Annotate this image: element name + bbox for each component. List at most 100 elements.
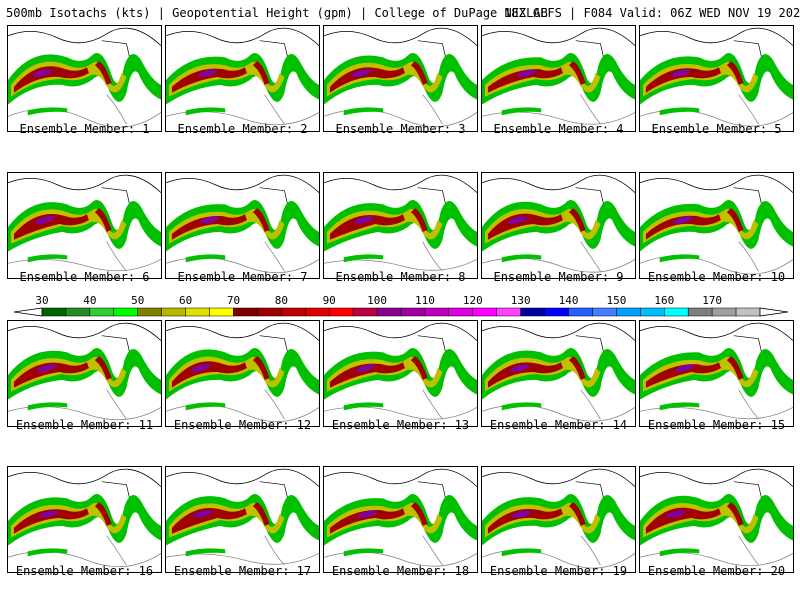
ensemble-map-panel	[165, 25, 320, 132]
ensemble-member-label: Ensemble Member: 10	[647, 270, 786, 284]
jet-mid	[484, 61, 601, 97]
ensemble-map-panel	[639, 172, 794, 279]
height-contour	[580, 241, 601, 272]
jet-core	[171, 361, 247, 388]
jet-streak	[27, 107, 68, 116]
jet-core	[487, 508, 563, 534]
jet-core	[94, 356, 112, 380]
coastline	[640, 322, 793, 341]
jet-max	[353, 216, 374, 224]
colorbar-segment	[568, 307, 593, 317]
ensemble-map-panel	[7, 466, 162, 573]
jet-streak	[185, 254, 226, 263]
coastline	[324, 322, 477, 341]
coastline	[166, 322, 319, 341]
ensemble-member-label: Ensemble Member: 15	[647, 418, 786, 432]
coastline	[324, 468, 477, 487]
jet-core	[329, 508, 405, 534]
ensemble-map-panel	[639, 320, 794, 427]
jet-max	[507, 216, 528, 224]
coastline	[166, 468, 319, 487]
colorbar-segment	[472, 307, 497, 317]
colorbar-tick-label: 60	[178, 294, 193, 307]
jet-streak	[27, 548, 68, 557]
colorbar-tick-label: 160	[654, 294, 675, 307]
ensemble-map-panel	[7, 172, 162, 279]
jet-core	[410, 61, 428, 85]
colorbar-segment	[735, 307, 761, 317]
ensemble-member-label: Ensemble Member: 13	[331, 418, 470, 432]
ensemble-map-panel	[639, 466, 794, 573]
jet-core	[252, 208, 270, 232]
height-contour	[264, 535, 285, 566]
jet-core	[94, 208, 112, 232]
coastline	[324, 27, 477, 46]
ensemble-map-panel	[7, 320, 162, 427]
jet-mid	[642, 208, 759, 244]
colorbar-tick-label: 110	[414, 294, 435, 307]
colorbar-tick-label: 150	[606, 294, 627, 307]
colorbar-right-arrow	[759, 307, 789, 317]
jet-mid	[168, 61, 285, 97]
jet-core	[329, 362, 405, 388]
jet-core	[13, 66, 89, 93]
height-contour	[422, 389, 443, 420]
ensemble-member-label: Ensemble Member: 16	[15, 564, 154, 578]
height-contour	[422, 94, 443, 125]
jet-max	[32, 69, 53, 77]
coastline	[482, 322, 635, 341]
colorbar-segment	[640, 307, 665, 317]
jet-streak	[501, 402, 542, 411]
jet-core	[568, 61, 586, 85]
coastline	[640, 468, 793, 487]
colorbar-tick-label: 90	[322, 294, 336, 307]
colorbar-tick-label: 70	[226, 294, 241, 307]
colorbar-segment	[41, 307, 67, 317]
colorbar-segment	[305, 307, 330, 317]
jet-streak	[27, 254, 68, 263]
jet-core	[568, 502, 586, 526]
jet-streak	[501, 254, 542, 263]
jet-core	[410, 502, 428, 526]
height-contour	[738, 535, 759, 566]
jet-core	[171, 67, 247, 93]
jet-mid	[642, 61, 759, 97]
jet-streak	[343, 548, 384, 557]
jet-core	[645, 67, 721, 93]
jet-streak	[27, 402, 68, 411]
ensemble-map-panel	[481, 172, 636, 279]
jet-core	[568, 208, 586, 232]
ensemble-map-panel	[481, 25, 636, 132]
coastline	[166, 174, 319, 193]
height-contour	[106, 241, 127, 272]
colorbar-segment	[209, 307, 234, 317]
colorbar-segment	[257, 307, 282, 317]
ensemble-map-panel	[165, 172, 320, 279]
ensemble-map-panel	[7, 25, 162, 132]
colorbar-segment	[328, 307, 354, 317]
coastline	[640, 27, 793, 46]
height-contour	[738, 389, 759, 420]
colorbar-segment	[233, 307, 258, 317]
coastline	[8, 468, 161, 487]
coastline	[8, 27, 161, 46]
coastline	[8, 174, 161, 193]
colorbar-tick-label: 140	[558, 294, 579, 307]
jet-core	[94, 61, 112, 85]
jet-core	[13, 508, 89, 534]
jet-mid	[326, 356, 443, 392]
colorbar-tick-label: 50	[131, 294, 145, 307]
ensemble-member-label: Ensemble Member: 6	[19, 270, 150, 284]
ensemble-map-panel	[481, 320, 636, 427]
colorbar: 30 40 50 60 70 80 90 100 110 120 130 140 150 160 170	[0, 294, 800, 322]
ensemble-member-label: Ensemble Member: 9	[493, 270, 624, 284]
ensemble-member-label: Ensemble Member: 3	[335, 122, 466, 136]
jet-streak	[185, 548, 226, 557]
jet-core	[171, 507, 247, 534]
height-contour	[264, 389, 285, 420]
jet-streak	[185, 107, 226, 116]
jet-core	[94, 502, 112, 526]
jet-max	[351, 69, 372, 77]
jet-core	[252, 502, 270, 526]
coastline	[482, 468, 635, 487]
